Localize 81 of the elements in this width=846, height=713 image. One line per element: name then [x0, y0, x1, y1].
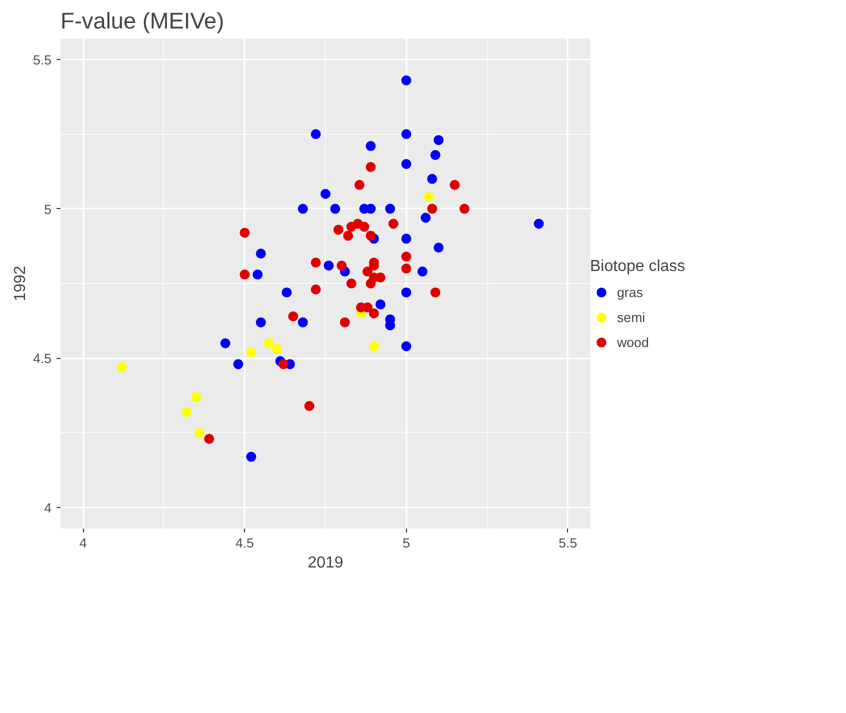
point [401, 158, 412, 169]
y-tick-label: 5.5 [32, 52, 52, 68]
point [246, 452, 256, 462]
legend-title: Biotope class [590, 258, 686, 276]
point [220, 338, 230, 348]
point [434, 135, 444, 146]
point [336, 260, 347, 271]
point [366, 141, 376, 152]
point [298, 317, 308, 328]
point [182, 406, 192, 417]
point [310, 258, 321, 268]
point [417, 266, 428, 277]
point [401, 252, 412, 262]
point [282, 287, 292, 298]
point [246, 347, 256, 358]
point [333, 224, 344, 235]
x-tick-label: 4.5 [235, 536, 254, 550]
point [368, 341, 379, 352]
point [368, 308, 379, 318]
point [366, 230, 376, 241]
point [304, 401, 314, 411]
y-tick-label: 5 [44, 202, 52, 217]
point [430, 287, 440, 298]
point [362, 302, 373, 312]
point [194, 428, 204, 438]
legend-label: gras [617, 284, 643, 300]
point [116, 362, 127, 372]
point [424, 192, 434, 202]
point [434, 242, 444, 253]
y-axis-title: 1992 [12, 266, 29, 302]
point [272, 344, 282, 354]
point [278, 359, 288, 370]
y-tick-label: 4 [44, 500, 52, 516]
point [362, 266, 373, 277]
point [340, 317, 350, 328]
point [401, 129, 412, 140]
point [401, 287, 412, 298]
point [401, 75, 412, 86]
point [359, 222, 370, 232]
point [191, 392, 202, 402]
point [459, 204, 470, 214]
point [298, 204, 308, 214]
point [430, 150, 440, 160]
point [330, 204, 340, 214]
point [343, 230, 354, 241]
point [366, 162, 376, 172]
chart-title: F-value (MEIVe) [60, 8, 224, 34]
point [256, 317, 266, 328]
point [240, 270, 250, 280]
point [375, 299, 386, 310]
point [401, 264, 412, 274]
point [385, 204, 396, 214]
point [252, 270, 263, 280]
y-tick-label: 4.5 [32, 351, 52, 366]
legend-label: semi [617, 310, 646, 324]
point [450, 180, 460, 190]
point [427, 204, 438, 214]
point [288, 311, 298, 322]
point [366, 278, 376, 288]
point [264, 338, 274, 348]
x-tick-label: 5.5 [558, 536, 578, 550]
point [204, 434, 214, 444]
point [354, 180, 364, 190]
x-tick-label: 4 [79, 536, 88, 550]
point [534, 218, 544, 229]
legend-label: wood [617, 334, 649, 350]
x-axis-title: 2019 [308, 554, 344, 572]
point [324, 260, 334, 271]
point [420, 212, 431, 223]
point [233, 359, 244, 370]
x-tick-label: 5 [402, 536, 410, 550]
point [256, 248, 266, 259]
point [320, 188, 330, 199]
point [310, 284, 321, 294]
point [401, 341, 412, 352]
point [240, 228, 250, 238]
point [401, 234, 412, 244]
point [346, 278, 356, 288]
point [388, 218, 398, 229]
point [427, 174, 438, 184]
point [310, 129, 321, 140]
